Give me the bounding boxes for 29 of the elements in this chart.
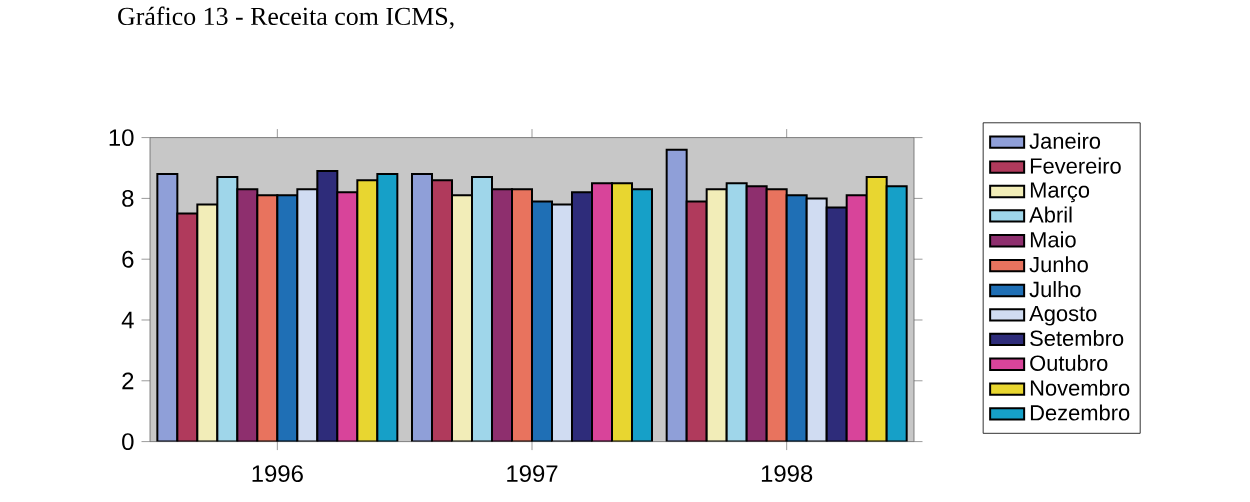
bar: [491, 188, 514, 442]
bar: [885, 185, 908, 442]
y-tick-label: 10: [109, 129, 134, 147]
y-tick-label: 4: [121, 311, 134, 329]
x-tick-label: 1998: [761, 465, 813, 483]
y-tick-label: 0: [122, 433, 134, 451]
legend-label: Março: [1030, 182, 1090, 203]
legend-label: Julho: [1029, 281, 1081, 298]
bar: [236, 188, 259, 442]
legend-label: Outubro: [1030, 354, 1108, 372]
bar: [745, 185, 768, 442]
y-tick-label: 6: [122, 250, 134, 268]
y-tick-label: 8: [122, 190, 134, 208]
legend-label: Janeiro: [1029, 132, 1101, 150]
y-tick-label: 2: [122, 372, 134, 390]
chart-title: Gráfico 13 - Receita com ICMS,: [118, 6, 454, 30]
legend-label: Junho: [1029, 256, 1088, 273]
legend-label: Maio: [1030, 231, 1076, 248]
bar: [631, 188, 654, 442]
bar: [685, 200, 708, 442]
x-tick-label: 1997: [507, 465, 558, 483]
legend-label: Agosto: [1029, 306, 1097, 326]
legend-label: Dezembro: [1030, 404, 1130, 421]
legend-label: Fevereiro: [1030, 157, 1121, 174]
x-tick-label: 1996: [252, 465, 303, 483]
legend-label: Setembro: [1030, 330, 1124, 347]
legend-label: Abril: [1029, 206, 1072, 223]
legend-label: Novembro: [1030, 379, 1130, 396]
bar: [431, 179, 454, 442]
